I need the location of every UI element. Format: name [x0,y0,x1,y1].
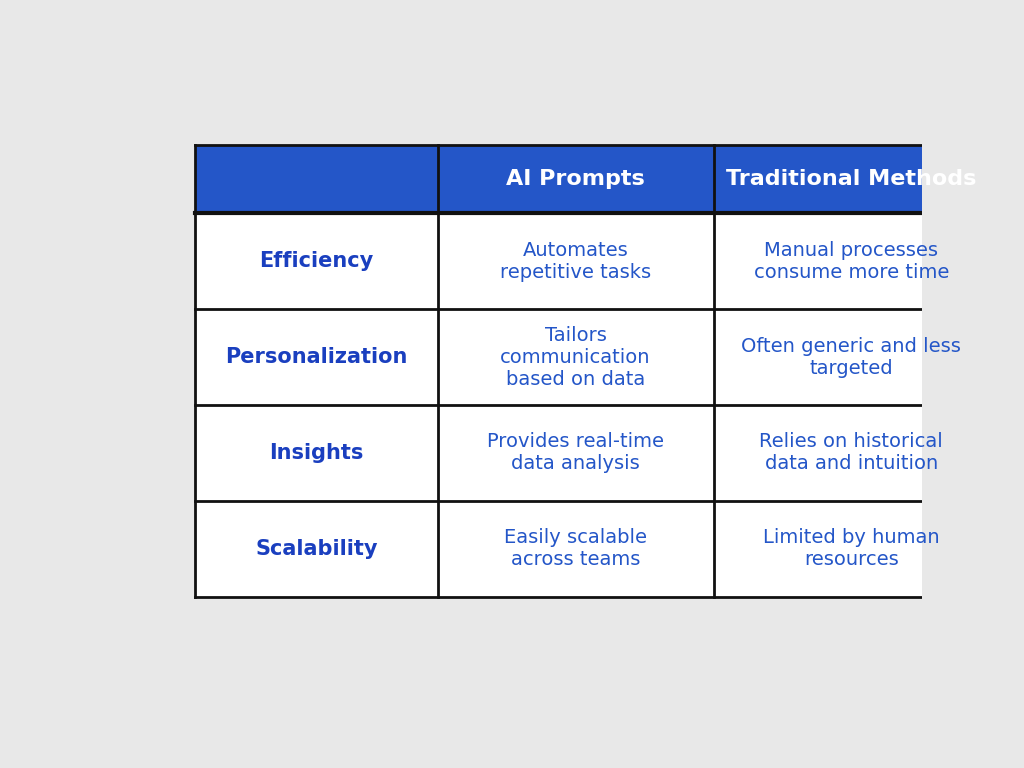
Bar [196,214,437,310]
Text: Insights: Insights [269,443,364,463]
Bar [714,145,989,214]
Text: Easily scalable
across teams: Easily scalable across teams [504,528,647,569]
Text: Efficiency: Efficiency [259,251,374,271]
Text: Limited by human
resources: Limited by human resources [763,528,940,569]
Bar [437,501,714,597]
Bar [196,501,437,597]
Bar [437,145,714,214]
Bar [196,145,437,214]
Bar [714,501,989,597]
Bar [714,405,989,501]
Text: Traditional Methods: Traditional Methods [726,170,977,190]
Text: Often generic and less
targeted: Often generic and less targeted [741,336,962,378]
Bar [437,214,714,310]
Text: AI Prompts: AI Prompts [506,170,645,190]
Bar [196,310,437,405]
Text: Personalization: Personalization [225,347,408,367]
Bar [437,405,714,501]
Bar [196,405,437,501]
Text: Scalability: Scalability [255,538,378,558]
Text: Relies on historical
data and intuition: Relies on historical data and intuition [760,432,943,473]
Bar [437,310,714,405]
Text: Automates
repetitive tasks: Automates repetitive tasks [500,241,651,282]
Text: Provides real-time
data analysis: Provides real-time data analysis [487,432,665,473]
Text: Manual processes
consume more time: Manual processes consume more time [754,241,949,282]
Bar [714,310,989,405]
Text: Tailors
communication
based on data: Tailors communication based on data [501,326,651,389]
Bar [714,214,989,310]
